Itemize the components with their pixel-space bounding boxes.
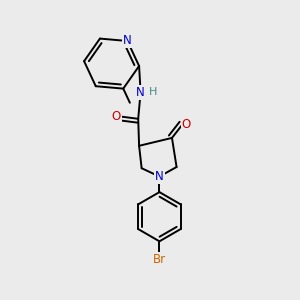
Text: H: H — [149, 86, 158, 97]
Text: N: N — [155, 170, 164, 183]
Text: N: N — [123, 34, 132, 47]
Text: O: O — [182, 118, 191, 131]
Text: N: N — [136, 86, 145, 99]
Text: Br: Br — [153, 253, 166, 266]
Text: O: O — [111, 110, 121, 123]
